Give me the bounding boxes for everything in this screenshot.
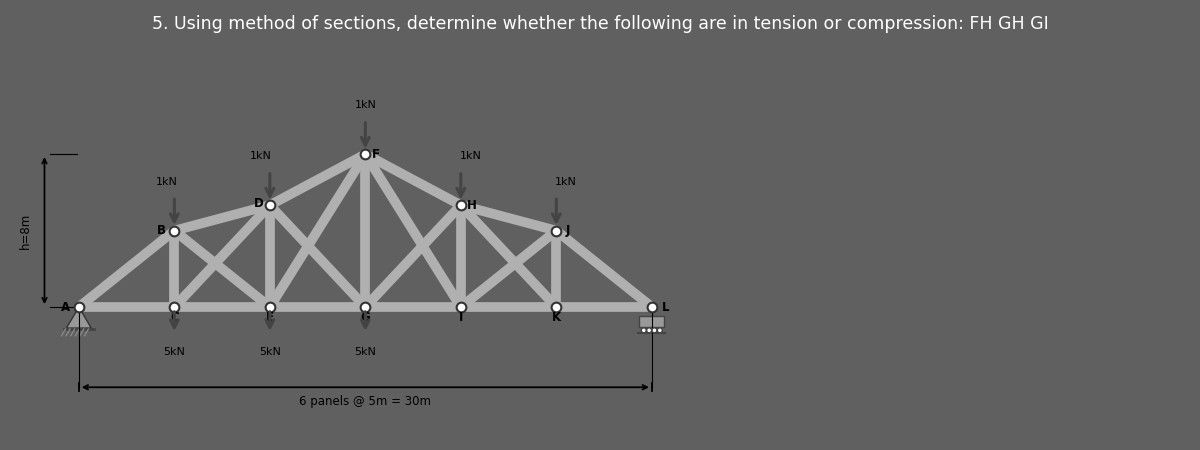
Circle shape: [658, 328, 662, 333]
Text: H: H: [467, 199, 478, 212]
Text: 1kN: 1kN: [156, 177, 178, 187]
Text: 1kN: 1kN: [354, 100, 377, 110]
Text: E: E: [266, 311, 274, 324]
Polygon shape: [66, 307, 91, 328]
Circle shape: [652, 328, 656, 333]
Text: 1kN: 1kN: [554, 177, 577, 187]
Text: I: I: [458, 311, 463, 324]
Text: A: A: [61, 301, 70, 314]
Text: L: L: [661, 301, 668, 314]
Text: 1kN: 1kN: [250, 151, 271, 161]
Bar: [640, 315, 665, 327]
Text: h=8m: h=8m: [19, 212, 32, 249]
Text: 5kN: 5kN: [163, 347, 185, 357]
Text: 5kN: 5kN: [354, 347, 377, 357]
Text: 6 panels @ 5m = 30m: 6 panels @ 5m = 30m: [299, 395, 431, 408]
Text: J: J: [565, 224, 570, 237]
Text: 5. Using method of sections, determine whether the following are in tension or c: 5. Using method of sections, determine w…: [151, 15, 1049, 33]
Text: K: K: [552, 311, 560, 324]
Text: 5kN: 5kN: [259, 347, 281, 357]
Text: 1kN: 1kN: [460, 151, 481, 161]
Text: G: G: [360, 311, 370, 324]
Text: B: B: [156, 224, 166, 237]
Circle shape: [647, 328, 652, 333]
Text: C: C: [170, 311, 179, 324]
Text: D: D: [253, 197, 263, 210]
Circle shape: [641, 328, 647, 333]
Text: F: F: [372, 148, 380, 161]
